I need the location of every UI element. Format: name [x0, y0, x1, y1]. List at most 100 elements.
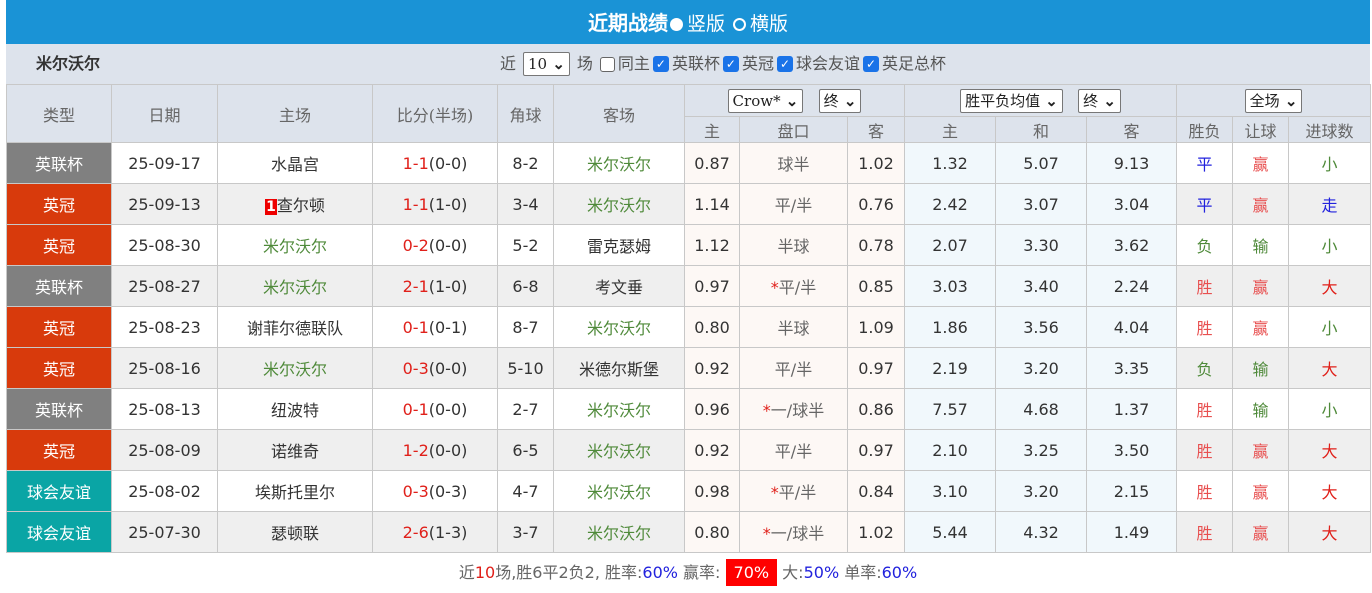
score-cell[interactable]: 2-1(1-0)	[372, 265, 498, 307]
score-cell[interactable]: 0-3(0-0)	[372, 347, 498, 389]
result: 胜	[1196, 524, 1213, 543]
away-cell[interactable]: 米尔沃尔	[553, 142, 685, 184]
company-select[interactable]: Crow*	[727, 88, 804, 113]
table-row: 英联杯 25-09-17 水晶宫 1-1(0-0) 8-2 米尔沃尔 0.87 球半 1.02 1…	[6, 142, 1372, 184]
score-cell[interactable]: 0-2(0-0)	[372, 224, 498, 266]
radio-vertical[interactable]	[669, 18, 683, 31]
league-cell[interactable]: 英联杯	[6, 265, 112, 307]
date: 25-08-23	[128, 317, 201, 337]
away-cell[interactable]: 米尔沃尔	[553, 429, 685, 471]
asian-away-odds: 0.84	[858, 481, 894, 501]
checkbox-label[interactable]: 同主	[617, 54, 650, 73]
result: 胜	[1196, 483, 1213, 502]
scope-select[interactable]: 全场	[1244, 88, 1303, 113]
score: 0-2	[402, 235, 429, 255]
away-cell[interactable]: 米尔沃尔	[553, 183, 685, 225]
euro-home: 1.32	[932, 153, 968, 173]
checkbox-2[interactable]: ✓	[722, 56, 739, 72]
table-row: 英冠 25-08-23 谢菲尔德联队 0-1(0-1) 8-7 米尔沃尔 0.80 半球 1.0…	[6, 306, 1372, 348]
league-cell[interactable]: 英冠	[6, 347, 112, 389]
filter-bar: 米尔沃尔 近 10 场 同主✓英联杯✓英冠✓球会友谊✓英足总杯	[6, 44, 1370, 84]
home-cell[interactable]: 水晶宫	[217, 142, 373, 184]
checkbox-label[interactable]: 球会友谊	[795, 54, 860, 73]
over-under: 大	[1321, 524, 1338, 543]
score-cell[interactable]: 2-6(1-3)	[372, 511, 498, 553]
checkbox-1[interactable]: ✓	[652, 56, 669, 72]
away-cell[interactable]: 考文垂	[553, 265, 685, 307]
away-team: 米尔沃尔	[586, 401, 651, 420]
away-cell[interactable]: 米尔沃尔	[553, 388, 685, 430]
euro-away: 3.62	[1113, 235, 1150, 255]
away-cell[interactable]: 米尔沃尔	[553, 470, 685, 512]
half-score: (0-0)	[428, 153, 468, 173]
league-cell[interactable]: 英冠	[6, 224, 112, 266]
line-star: *	[770, 278, 779, 297]
league-cell[interactable]: 球会友谊	[6, 511, 112, 553]
home-cell[interactable]: 埃斯托里尔	[217, 470, 373, 512]
away-cell[interactable]: 米尔沃尔	[553, 511, 685, 553]
count-select[interactable]: 10	[523, 52, 570, 76]
euro-home: 2.07	[932, 235, 968, 255]
home-cell[interactable]: 米尔沃尔	[217, 265, 373, 307]
red-card-badge: 1	[265, 199, 277, 215]
home-cell[interactable]: 诺维奇	[217, 429, 373, 471]
checkbox-label[interactable]: 英联杯	[671, 54, 720, 73]
vertical-label[interactable]: 竖版	[686, 13, 725, 35]
league: 英冠	[42, 237, 75, 256]
league-cell[interactable]: 英联杯	[6, 388, 112, 430]
asian-home-odds: 0.96	[694, 399, 730, 419]
euro-time-select[interactable]: 终	[1078, 88, 1121, 113]
corner-cell: 3-7	[497, 511, 554, 553]
handicap-line: 半球	[777, 237, 810, 256]
home-cell[interactable]: 谢菲尔德联队	[217, 306, 373, 348]
col-hc: 让球	[1232, 116, 1290, 143]
date-cell: 25-08-27	[111, 265, 218, 307]
home-cell[interactable]: 米尔沃尔	[217, 224, 373, 266]
league-cell[interactable]: 英冠	[6, 306, 112, 348]
radio-horizontal[interactable]	[733, 18, 747, 31]
over-under: 大	[1321, 442, 1338, 461]
result: 胜	[1196, 319, 1213, 338]
result: 负	[1196, 237, 1213, 256]
checkbox-label[interactable]: 英冠	[741, 54, 774, 73]
score: 0-1	[402, 399, 429, 419]
summary: 近10场,胜6平2负2, 胜率:60% 赢率: 70% 大:50% 单率:60%	[6, 553, 1370, 591]
league-cell[interactable]: 英冠	[6, 183, 112, 225]
league-cell[interactable]: 球会友谊	[6, 470, 112, 512]
euro-draw: 3.40	[1023, 276, 1059, 296]
euro-type-select[interactable]: 胜平负均值	[960, 88, 1063, 113]
checkbox-4[interactable]: ✓	[862, 56, 879, 72]
away-cell[interactable]: 米尔沃尔	[553, 306, 685, 348]
result: 胜	[1196, 401, 1213, 420]
score-cell[interactable]: 0-1(0-1)	[372, 306, 498, 348]
home-cell[interactable]: 米尔沃尔	[217, 347, 373, 389]
checkbox-0[interactable]	[599, 56, 615, 72]
away-cell[interactable]: 雷克瑟姆	[553, 224, 685, 266]
league-cell[interactable]: 英联杯	[6, 142, 112, 184]
checkbox-3[interactable]: ✓	[776, 56, 793, 72]
horizontal-label[interactable]: 横版	[750, 13, 789, 35]
handicap-line: 平/半	[774, 196, 813, 215]
table-row: 英冠 25-09-13 1查尔顿 1-1(1-0) 3-4 米尔沃尔 1.14 平/半 0.76…	[6, 183, 1372, 225]
score-cell[interactable]: 1-1(1-0)	[372, 183, 498, 225]
score-cell[interactable]: 1-1(0-0)	[372, 142, 498, 184]
score: 1-1	[402, 153, 429, 173]
asian-home-odds: 0.80	[694, 317, 730, 337]
home-cell[interactable]: 纽波特	[217, 388, 373, 430]
euro-away: 3.04	[1113, 194, 1150, 214]
asian-away-odds: 0.78	[858, 235, 894, 255]
checkbox-label[interactable]: 英足总杯	[881, 54, 946, 73]
score-cell[interactable]: 1-2(0-0)	[372, 429, 498, 471]
euro-draw: 3.20	[1023, 358, 1059, 378]
col-away: 客场	[553, 84, 685, 143]
league-cell[interactable]: 英冠	[6, 429, 112, 471]
corners: 6-8	[512, 276, 539, 296]
result: 胜	[1196, 278, 1213, 297]
score-cell[interactable]: 0-3(0-3)	[372, 470, 498, 512]
score: 1-1	[402, 194, 429, 214]
away-cell[interactable]: 米德尔斯堡	[553, 347, 685, 389]
home-cell[interactable]: 瑟顿联	[217, 511, 373, 553]
home-cell[interactable]: 1查尔顿	[217, 183, 373, 225]
odds-time-select[interactable]: 终	[818, 88, 862, 113]
score-cell[interactable]: 0-1(0-0)	[372, 388, 498, 430]
